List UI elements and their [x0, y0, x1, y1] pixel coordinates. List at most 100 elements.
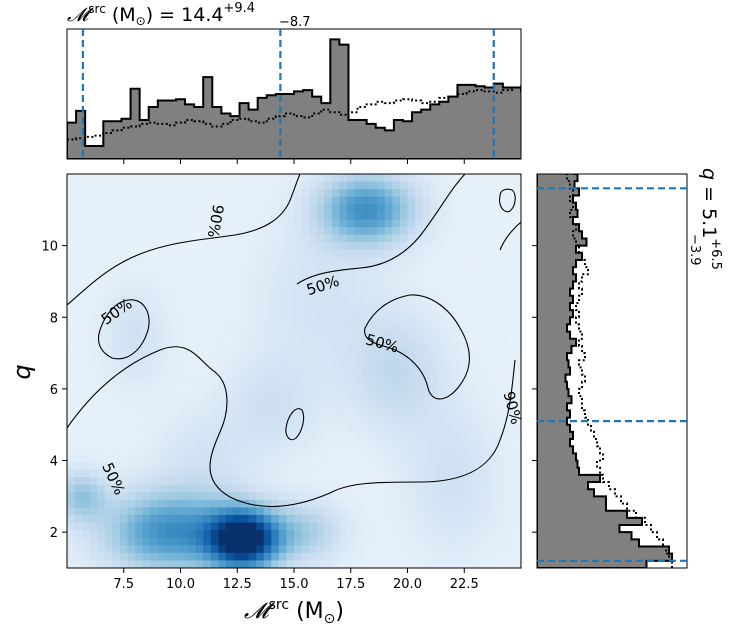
heatmap-cell	[309, 552, 318, 562]
heatmap-cell	[278, 371, 288, 380]
heatmap-cell	[399, 287, 409, 296]
heatmap-cell	[498, 393, 507, 402]
heatmap-cell	[505, 446, 515, 455]
heatmap-cell	[483, 446, 492, 455]
heatmap-cell	[150, 302, 159, 311]
heatmap-cell	[505, 317, 515, 327]
heatmap-cell	[203, 378, 212, 387]
heatmap-cell	[316, 424, 325, 433]
heatmap-cell	[263, 196, 272, 205]
heatmap-cell	[437, 219, 446, 228]
heatmap-cell	[225, 227, 235, 236]
heatmap-cell	[369, 257, 378, 266]
top-title: 𝓜src (M⊙) = 14.4+9.4	[67, 1, 255, 28]
heatmap-cell	[498, 340, 507, 349]
heatmap-cell	[157, 461, 166, 471]
heatmap-cell	[294, 537, 303, 546]
heatmap-cell	[225, 219, 235, 228]
heatmap-cell	[82, 424, 91, 433]
heatmap-cell	[97, 181, 106, 190]
heatmap-cell	[399, 477, 409, 486]
heatmap-cell	[74, 484, 83, 493]
heatmap-cell	[399, 310, 409, 319]
heatmap-cell	[89, 469, 98, 478]
heatmap-cell	[241, 204, 250, 213]
heatmap-cell	[468, 295, 477, 304]
heatmap-cell	[180, 211, 189, 221]
heatmap-cell	[513, 424, 521, 433]
heatmap-cell	[430, 560, 439, 568]
heatmap-cell	[263, 181, 272, 190]
heatmap-cell	[468, 416, 477, 425]
heatmap-cell	[452, 295, 462, 304]
heatmap-cell	[97, 484, 106, 493]
heatmap-cell	[415, 242, 424, 251]
heatmap-cell	[89, 484, 98, 493]
heatmap-cell	[286, 249, 295, 258]
heatmap-cell	[483, 242, 492, 251]
heatmap-cell	[324, 386, 333, 395]
heatmap-cell	[278, 227, 288, 236]
heatmap-cell	[271, 219, 280, 228]
heatmap-cell	[369, 272, 378, 281]
heatmap-cell	[82, 242, 91, 251]
heatmap-cell	[339, 211, 348, 221]
heatmap-cell	[180, 325, 189, 334]
heatmap-cell	[437, 234, 446, 243]
heatmap-cell	[210, 242, 219, 251]
heatmap-cell	[415, 325, 424, 334]
heatmap-cell	[97, 439, 106, 448]
heatmap-cell	[452, 386, 462, 395]
heatmap-cell	[188, 174, 197, 183]
heatmap-cell	[165, 507, 174, 516]
heatmap-cell	[180, 234, 189, 243]
heatmap-cell	[112, 227, 121, 236]
heatmap-cell	[271, 446, 280, 455]
heatmap-cell	[399, 454, 409, 463]
heatmap-cell	[301, 295, 310, 304]
heatmap-cell	[241, 439, 250, 448]
heatmap-cell	[415, 287, 424, 296]
top-histogram-prior	[67, 85, 521, 141]
heatmap-cell	[309, 514, 318, 524]
heatmap-cell	[172, 181, 182, 190]
heatmap-cell	[218, 227, 227, 236]
heatmap-cell	[301, 499, 310, 508]
heatmap-cell	[89, 287, 98, 296]
heatmap-cell	[483, 257, 492, 266]
heatmap-cell	[82, 401, 91, 410]
heatmap-cell	[150, 386, 159, 395]
heatmap-cell	[430, 507, 439, 516]
heatmap-cell	[354, 227, 363, 236]
heatmap-cell	[468, 257, 477, 266]
heatmap-cell	[225, 408, 235, 418]
heatmap-cell	[67, 424, 76, 433]
heatmap-cell	[483, 348, 492, 357]
heatmap-cell	[475, 484, 484, 493]
heatmap-cell	[286, 530, 295, 539]
heatmap-cell	[172, 408, 182, 418]
heatmap-cell	[422, 393, 431, 402]
heatmap-cell	[195, 325, 204, 334]
heatmap-cell	[241, 492, 250, 501]
heatmap-cell	[415, 408, 424, 418]
heatmap-cell	[316, 340, 325, 349]
heatmap-cell	[475, 196, 484, 205]
heatmap-cell	[127, 393, 136, 402]
heatmap-cell	[430, 355, 439, 365]
heatmap-cell	[452, 401, 462, 410]
heatmap-cell	[150, 401, 159, 410]
heatmap-cell	[346, 340, 356, 349]
heatmap-cell	[112, 242, 121, 251]
heatmap-cell	[430, 363, 439, 372]
heatmap-cell	[513, 431, 521, 440]
heatmap-cell	[241, 507, 250, 516]
heatmap-cell	[392, 552, 401, 562]
heatmap-cell	[233, 204, 242, 213]
heatmap-cell	[256, 264, 265, 274]
heatmap-cell	[415, 552, 424, 562]
heatmap-cell	[286, 234, 295, 243]
heatmap-cell	[354, 189, 363, 198]
heatmap-cell	[112, 295, 121, 304]
heatmap-cell	[452, 461, 462, 471]
